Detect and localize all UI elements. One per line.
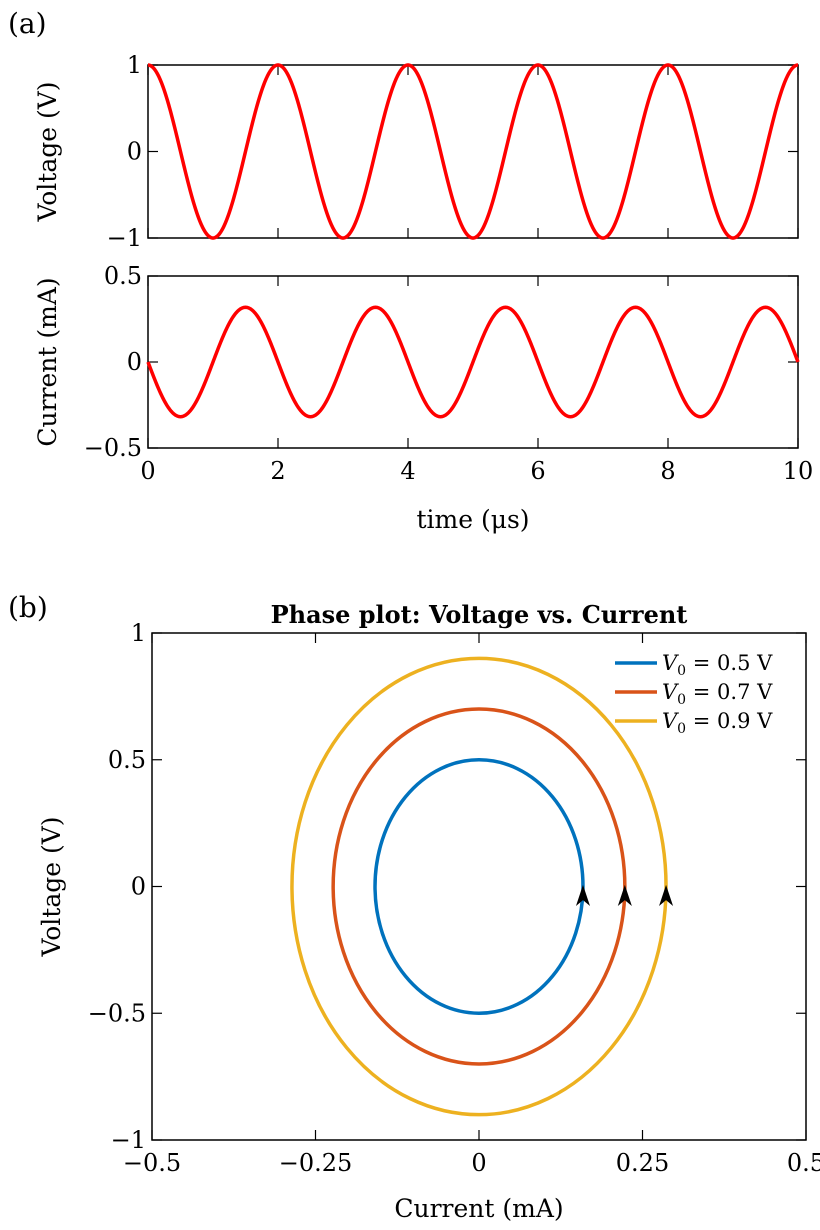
direction-arrow-0 [575,884,591,907]
x-tick-label: −0.25 [279,1149,353,1177]
y-tick-label: 1 [127,51,142,79]
x-tick-label: 0.5 [787,1149,820,1177]
y-axis-label: Voltage (V) [37,816,66,957]
y-tick-label: 1 [131,619,146,647]
direction-arrow-1 [617,884,632,907]
panel-b-label: (b) [8,591,48,624]
y-axis-label: Voltage (V) [33,81,62,222]
legend-entry-1: V0 = 0.7 V [662,680,773,708]
x-axis-label: Current (mA) [394,1194,563,1223]
phase-ellipse-2 [290,656,668,1117]
phase-ellipse-0 [373,758,585,1015]
legend-entry-0: V0 = 0.5 V [662,651,773,679]
voltage-line [147,63,799,240]
y-tick-label: 0.5 [104,262,142,290]
y-tick-label: −1 [107,224,142,252]
x-tick-label: 0 [471,1149,486,1177]
direction-arrow-2 [659,884,674,907]
voltage-time-chart: 1 0 −1 Voltage (V) [33,51,799,252]
x-axis-label: time (μs) [416,505,529,534]
y-axis-label: Current (mA) [33,277,62,446]
legend: V0 = 0.5 VV0 = 0.7 VV0 = 0.9 V [615,651,773,737]
x-tick-label: 0.25 [616,1149,669,1177]
y-tick-label: 0.5 [108,746,146,774]
x-tick-label: 0 [140,457,155,485]
x-tick-label: 2 [270,457,285,485]
x-tick-label: 10 [783,457,814,485]
x-tick-label: −0.5 [123,1149,181,1177]
y-tick-label: 0 [127,138,142,166]
y-tick-label: −1 [111,1126,146,1154]
y-tick-label: −0.5 [84,434,142,462]
y-tick-label: 0 [127,348,142,376]
x-tick-label: 4 [400,457,415,485]
y-tick-label: 0 [131,873,146,901]
x-tick-label: 6 [530,457,545,485]
phase-ellipse-1 [331,707,627,1066]
panel-a-label: (a) [8,7,47,40]
y-tick-label: −0.5 [88,999,146,1027]
x-tick-label: 8 [660,457,675,485]
chart-title: Phase plot: Voltage vs. Current [271,600,688,629]
legend-entry-2: V0 = 0.9 V [662,709,773,737]
current-line [146,305,800,419]
